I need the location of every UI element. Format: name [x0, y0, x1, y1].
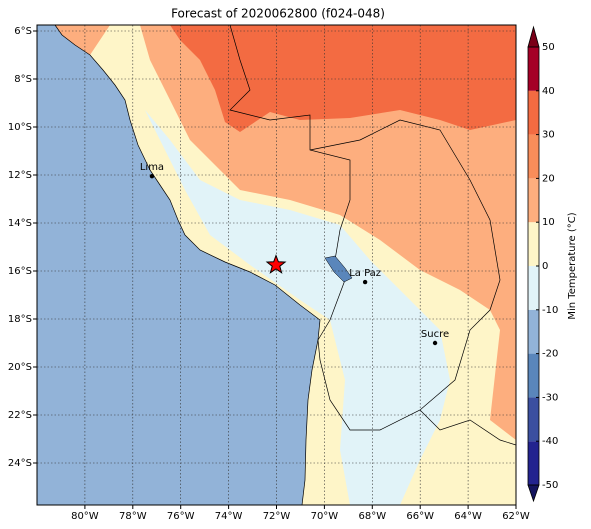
colorbar-tick-label: 10 — [542, 217, 555, 228]
x-tick-label: 66°W — [406, 511, 434, 522]
colorbar-segment — [528, 90, 539, 135]
colorbar-tick-label: 30 — [542, 130, 555, 141]
colorbar-segment — [528, 266, 539, 310]
map-title: Forecast of 2020062800 (f024-048) — [171, 7, 385, 21]
location-star — [265, 254, 287, 274]
x-tick-label: 70°W — [311, 511, 339, 522]
colorbar-segment — [528, 309, 539, 354]
colorbar-tick-label: 0 — [542, 261, 548, 272]
city-label: Sucre — [421, 329, 449, 340]
x-tick-label: 68°W — [358, 511, 386, 522]
colorbar-tick-label: -20 — [542, 349, 558, 360]
map-layers — [37, 25, 516, 505]
colorbar-segment — [528, 134, 539, 179]
colorbar-tick-label: -10 — [542, 305, 558, 316]
colorbar-segment — [528, 353, 539, 398]
city-dot — [362, 279, 368, 285]
x-tick-label: 78°W — [119, 511, 147, 522]
y-tick-label: 12°S — [8, 170, 32, 181]
city-dot — [432, 340, 438, 346]
x-tick-label: 76°W — [167, 511, 195, 522]
colorbar-tick-label: -50 — [542, 480, 558, 491]
land-20-30 — [170, 25, 516, 132]
y-tick-label: 6°S — [14, 26, 32, 37]
x-tick-label: 72°W — [263, 511, 291, 522]
y-tick-label: 22°S — [8, 410, 32, 421]
x-tick-label: 62°W — [502, 511, 530, 522]
city-dot — [149, 174, 155, 179]
y-tick-label: 14°S — [8, 218, 32, 229]
colorbar-segment — [528, 222, 539, 266]
country-border — [419, 409, 516, 446]
colorbar-tick-label: -40 — [542, 436, 558, 447]
colorbar-tick-label: 40 — [542, 86, 555, 97]
y-tick-label: 16°S — [8, 266, 32, 277]
y-tick-label: 10°S — [8, 122, 32, 133]
coastline — [54, 25, 321, 505]
colorbar-segment — [528, 397, 539, 442]
colorbar-tick-label: 20 — [542, 173, 555, 184]
colorbar-segment — [528, 441, 539, 485]
lake-titicaca — [324, 255, 353, 283]
y-tick-label: 8°S — [14, 74, 32, 85]
colorbar-tick-label: -30 — [542, 392, 558, 403]
colorbar-tick-label: 50 — [542, 42, 555, 53]
x-tick-label: 74°W — [215, 511, 243, 522]
city-label: La Paz — [349, 268, 381, 279]
city-label: Lima — [140, 162, 164, 173]
y-tick-label: 24°S — [8, 458, 32, 469]
colorbar-label: Min Temperature (°C) — [567, 212, 578, 319]
x-tick-label: 80°W — [71, 511, 99, 522]
x-tick-label: 64°W — [454, 511, 482, 522]
colorbar-segment — [528, 178, 539, 223]
country-border — [309, 119, 501, 431]
y-tick-label: 20°S — [8, 362, 32, 373]
colorbar-extend-high — [527, 25, 540, 48]
colorbar-extend-low — [527, 484, 540, 503]
colorbar-segment — [528, 47, 539, 91]
y-tick-label: 18°S — [8, 314, 32, 325]
land-minus10-0 — [145, 110, 450, 505]
